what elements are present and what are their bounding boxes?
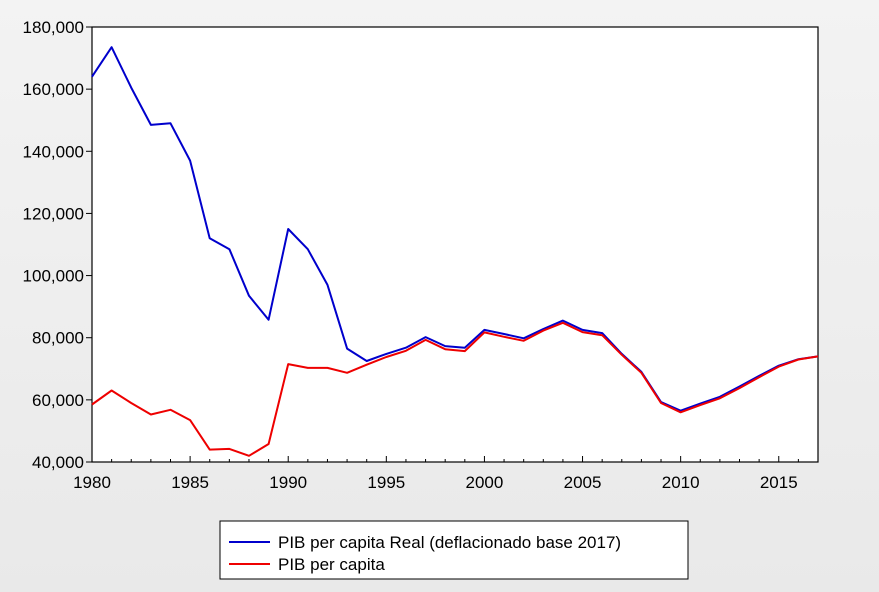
legend: PIB per capita Real (deflacionado base 2… — [219, 520, 689, 580]
y-tick-label: 120,000 — [23, 204, 84, 223]
y-axis: 40,000 60,000 80,000 100,000 120,000 140,000 1… — [23, 18, 92, 472]
x-tick-label: 2015 — [760, 473, 798, 492]
series-line-real — [91, 46, 819, 412]
x-tick-label: 2010 — [662, 473, 700, 492]
legend-label-nominal: PIB per capita — [278, 555, 385, 574]
y-tick-label: 180,000 — [23, 18, 84, 37]
series-line-nominal — [91, 321, 819, 457]
x-tick-label: 1980 — [73, 473, 111, 492]
legend-label-real: PIB per capita Real (deflacionado base 2… — [278, 533, 621, 552]
y-tick-label: 80,000 — [32, 329, 84, 348]
y-tick-label: 140,000 — [23, 142, 84, 161]
y-tick-label: 40,000 — [32, 453, 84, 472]
x-tick-label: 2000 — [466, 473, 504, 492]
y-tick-label: 100,000 — [23, 267, 84, 286]
plot-area — [91, 26, 819, 463]
x-tick-label: 1985 — [171, 473, 209, 492]
legend-box — [219, 520, 689, 580]
y-tick-label: 60,000 — [32, 391, 84, 410]
x-tick-label: 2005 — [564, 473, 602, 492]
series-layer — [91, 46, 819, 457]
x-tick-label: 1995 — [367, 473, 405, 492]
x-tick-label: 1990 — [269, 473, 307, 492]
x-axis: 1980 1985 1990 1995 2000 2005 2010 2015 — [73, 456, 819, 492]
y-tick-label: 160,000 — [23, 80, 84, 99]
